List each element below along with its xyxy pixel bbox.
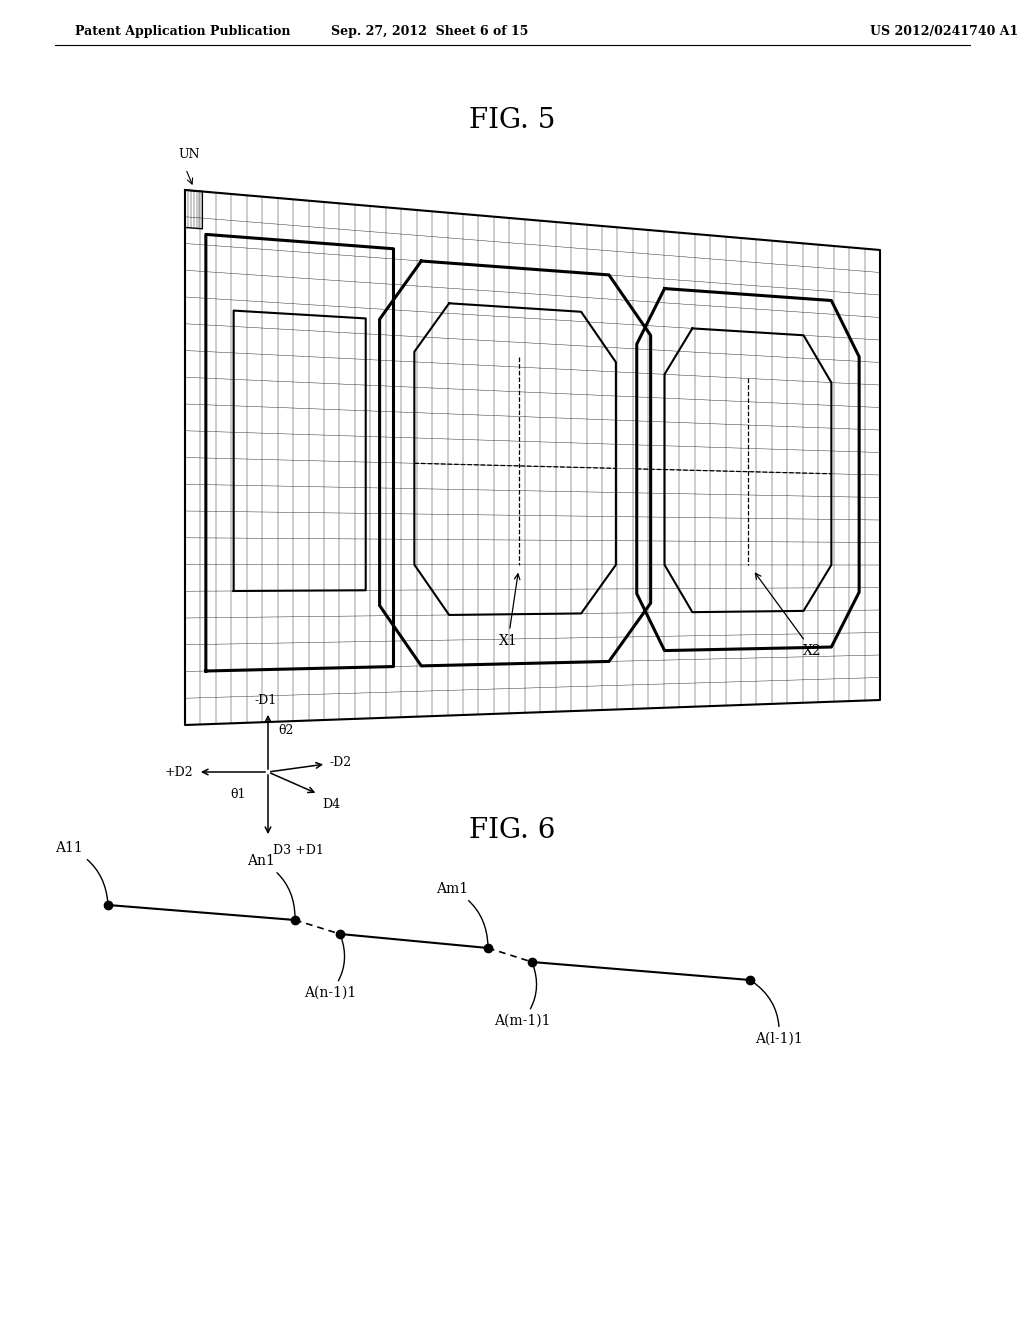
Text: θ1: θ1 xyxy=(230,788,246,800)
Text: -D1: -D1 xyxy=(255,694,278,708)
Text: -D2: -D2 xyxy=(330,755,352,768)
Text: Am1: Am1 xyxy=(436,882,487,945)
Text: X1: X1 xyxy=(499,574,520,648)
Text: A(m-1)1: A(m-1)1 xyxy=(494,965,550,1028)
Text: FIG. 6: FIG. 6 xyxy=(469,817,555,843)
Text: Sep. 27, 2012  Sheet 6 of 15: Sep. 27, 2012 Sheet 6 of 15 xyxy=(332,25,528,38)
Text: A11: A11 xyxy=(55,841,108,903)
Text: An1: An1 xyxy=(247,854,295,917)
Text: Patent Application Publication: Patent Application Publication xyxy=(75,25,291,38)
Text: A(l-1)1: A(l-1)1 xyxy=(753,982,803,1045)
Text: FIG. 5: FIG. 5 xyxy=(469,107,555,133)
Text: +D2: +D2 xyxy=(165,766,193,779)
Text: A(n-1)1: A(n-1)1 xyxy=(304,937,356,1001)
Text: D4: D4 xyxy=(322,799,340,810)
Text: UN: UN xyxy=(178,148,200,161)
Text: US 2012/0241740 A1: US 2012/0241740 A1 xyxy=(870,25,1018,38)
Text: X2: X2 xyxy=(756,573,821,657)
Text: θ2: θ2 xyxy=(278,723,293,737)
Text: D3 +D1: D3 +D1 xyxy=(273,843,324,857)
